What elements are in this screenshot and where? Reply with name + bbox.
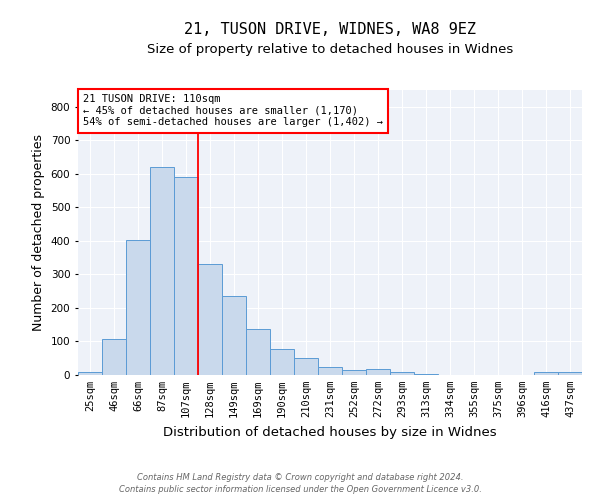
Bar: [414, 374, 438, 375]
Bar: [294, 358, 318, 375]
Bar: [390, 372, 414, 375]
Text: 21, TUSON DRIVE, WIDNES, WA8 9EZ: 21, TUSON DRIVE, WIDNES, WA8 9EZ: [184, 22, 476, 38]
Text: Contains HM Land Registry data © Crown copyright and database right 2024.: Contains HM Land Registry data © Crown c…: [137, 472, 463, 482]
Bar: [318, 367, 342, 375]
Bar: [102, 340, 126, 375]
X-axis label: Distribution of detached houses by size in Widnes: Distribution of detached houses by size …: [163, 426, 497, 438]
Bar: [126, 240, 150, 375]
Bar: [78, 372, 102, 375]
Bar: [198, 264, 222, 375]
Bar: [270, 348, 294, 375]
Bar: [366, 369, 390, 375]
Bar: [342, 370, 366, 375]
Bar: [558, 372, 582, 375]
Text: Contains public sector information licensed under the Open Government Licence v3: Contains public sector information licen…: [119, 485, 481, 494]
Text: Size of property relative to detached houses in Widnes: Size of property relative to detached ho…: [147, 42, 513, 56]
Y-axis label: Number of detached properties: Number of detached properties: [32, 134, 45, 331]
Bar: [150, 168, 174, 375]
Bar: [534, 372, 558, 375]
Bar: [246, 330, 270, 375]
Text: 21 TUSON DRIVE: 110sqm
← 45% of detached houses are smaller (1,170)
54% of semi-: 21 TUSON DRIVE: 110sqm ← 45% of detached…: [83, 94, 383, 128]
Bar: [174, 177, 198, 375]
Bar: [222, 296, 246, 375]
